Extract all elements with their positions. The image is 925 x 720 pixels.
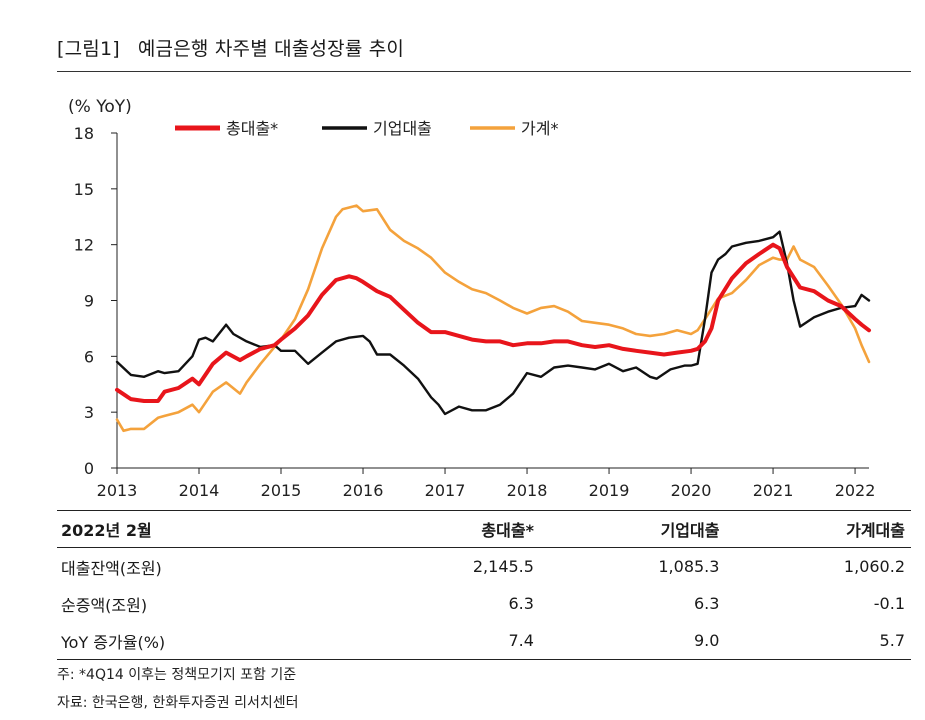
cell-household: -0.1 xyxy=(873,594,905,613)
figure-title-text: 예금은행 차주별 대출성장률 추이 xyxy=(137,38,405,60)
y-tick-label: 18 xyxy=(74,124,94,143)
x-tick-label: 2019 xyxy=(589,481,630,500)
x-tick-label: 2017 xyxy=(425,481,466,500)
row-label: 순증액(조원) xyxy=(61,595,148,615)
legend-label-2: 기업대출 xyxy=(373,119,432,138)
x-tick-label: 2016 xyxy=(343,481,384,500)
header-household: 가계대출 xyxy=(725,510,911,548)
header-period: 2022년 2월 xyxy=(57,510,355,548)
row-label: YoY 증가율(%) xyxy=(57,622,355,660)
x-tick-label: 2018 xyxy=(507,481,548,500)
title-divider xyxy=(57,71,911,72)
x-tick-label: 2013 xyxy=(97,481,138,500)
x-tick-label: 2021 xyxy=(753,481,794,500)
y-tick-label: 12 xyxy=(74,236,94,255)
y-unit-label: (% YoY) xyxy=(68,97,132,117)
source-note: 자료: 한국은행, 한화투자증권 리서치센터 xyxy=(57,695,299,711)
figure-title: [그림1] 예금은행 차주별 대출성장률 추이 xyxy=(57,34,404,61)
x-tick-label: 2022 xyxy=(835,481,876,500)
cell-total: 6.3 xyxy=(508,594,534,613)
cell-total: 7.4 xyxy=(354,622,540,660)
legend-label-1: 총대출* xyxy=(226,119,278,138)
series-line-2 xyxy=(115,230,871,416)
header-total: 총대출* xyxy=(354,510,540,548)
loan-growth-chart: (% YoY) 0 3 6 9 12 15 18 2013 2014 2015 2016 2017 201… xyxy=(68,97,876,500)
y-tick-label: 0 xyxy=(84,459,94,478)
cell-household: 1,060.2 xyxy=(843,557,905,576)
x-tick-label: 2015 xyxy=(261,481,302,500)
table-row: YoY 증가율(%) 7.4 9.0 5.7 xyxy=(57,622,911,660)
header-corporate: 기업대출 xyxy=(539,510,726,548)
cell-total: 2,145.5 xyxy=(472,557,534,576)
x-tick-label: 2020 xyxy=(671,481,712,500)
cell-corporate: 9.0 xyxy=(539,622,726,660)
series-line-3 xyxy=(115,204,871,433)
summary-table: 2022년 2월 총대출* 기업대출 가계대출 대출잔액(조원) 2,145.5… xyxy=(57,510,911,660)
figure-number: [그림1] xyxy=(57,38,120,60)
y-tick-label: 9 xyxy=(84,292,94,311)
legend-label-3: 가계* xyxy=(521,119,558,138)
cell-corporate: 1,085.3 xyxy=(658,557,720,576)
cell-corporate: 6.3 xyxy=(694,594,720,613)
y-tick-label: 15 xyxy=(74,180,94,199)
table-header-row: 2022년 2월 총대출* 기업대출 가계대출 xyxy=(57,510,911,548)
table-row: 대출잔액(조원) 2,145.5 1,085.3 1,060.2 xyxy=(57,548,911,586)
row-label: 대출잔액(조원) xyxy=(61,558,162,578)
y-tick-label: 6 xyxy=(84,347,94,366)
cell-household: 5.7 xyxy=(725,622,911,660)
footnote: 주: *4Q14 이후는 정책모기지 포함 기준 xyxy=(57,667,297,683)
table-row: 순증액(조원) 6.3 6.3 -0.1 xyxy=(57,585,911,622)
series-line-1 xyxy=(115,242,871,403)
x-tick-label: 2014 xyxy=(179,481,220,500)
y-tick-label: 3 xyxy=(84,403,94,422)
